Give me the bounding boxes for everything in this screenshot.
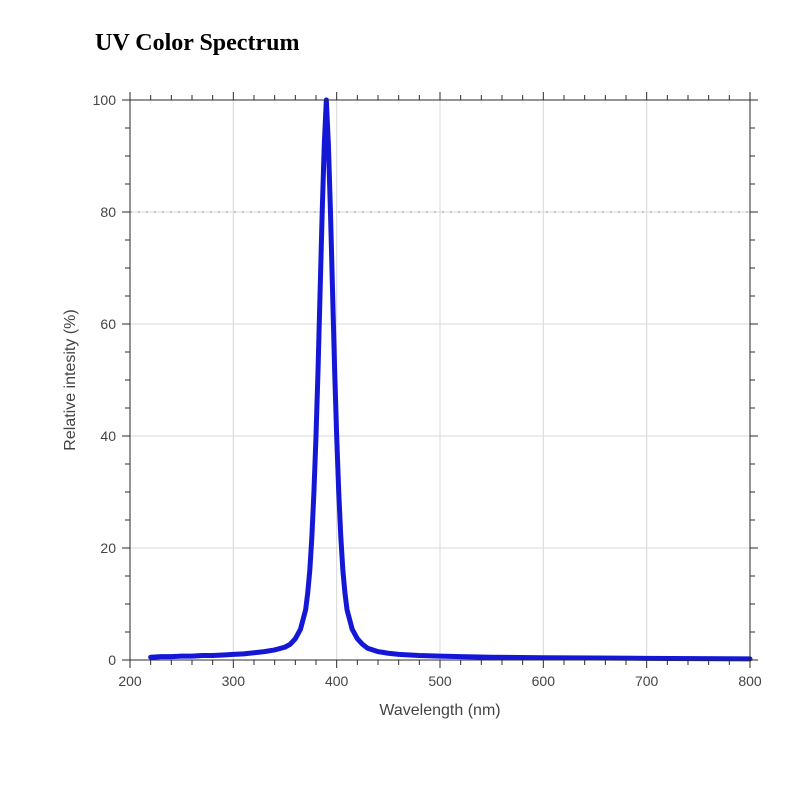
page-title: UV Color Spectrum [95, 30, 299, 57]
xtick-label: 300 [222, 673, 246, 689]
ytick-label: 40 [100, 428, 116, 444]
y-axis-label: Relative intesity (%) [62, 309, 79, 450]
xtick-label: 700 [635, 673, 659, 689]
x-axis-label: Wavelength (nm) [379, 702, 500, 719]
ytick-label: 100 [93, 92, 117, 108]
xtick-label: 600 [532, 673, 556, 689]
spectrum-chart: 200 300 400 500 600 700 800 0 20 40 60 80 100 Wavelen… [40, 80, 780, 760]
chart-svg: 200 300 400 500 600 700 800 0 20 40 60 80 100 Wavelen… [40, 80, 780, 760]
ytick-label: 80 [100, 204, 116, 220]
xtick-label: 800 [738, 673, 762, 689]
xtick-label: 500 [428, 673, 452, 689]
xtick-label: 200 [118, 673, 142, 689]
ytick-label: 20 [100, 540, 116, 556]
ytick-label: 60 [100, 316, 116, 332]
ytick-label: 0 [108, 652, 116, 668]
xtick-label: 400 [325, 673, 349, 689]
